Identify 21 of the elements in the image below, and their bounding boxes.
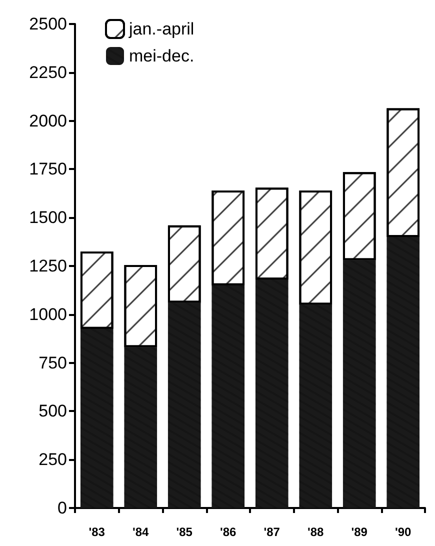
- y-tick-label: 2000: [29, 111, 67, 130]
- legend-label: mei-dec.: [129, 46, 194, 66]
- x-tick-label: '87: [264, 525, 280, 539]
- x-tick-label: '89: [351, 525, 368, 539]
- y-tick-label: 1250: [29, 256, 67, 276]
- x-tick-label: '86: [220, 525, 237, 539]
- y-tick-label: 2500: [29, 14, 67, 34]
- y-tick-label: 250: [38, 450, 67, 470]
- x-tick-label: '90: [395, 525, 412, 539]
- y-tick-label: 1000: [29, 304, 67, 324]
- y-tick-label: 2250: [29, 62, 67, 82]
- x-tick-label: '88: [308, 525, 324, 539]
- x-tick-label: '84: [132, 525, 150, 539]
- legend-label: jan.-april: [128, 20, 194, 38]
- x-tick-label: '83: [88, 525, 106, 539]
- y-tick-label: 750: [38, 353, 67, 372]
- x-tick-label: '85: [176, 525, 193, 539]
- y-tick-label: 1500: [29, 208, 67, 228]
- y-tick-label: 500: [38, 402, 67, 421]
- y-tick-label: 1750: [29, 160, 67, 179]
- y-tick-label: 0: [58, 498, 67, 518]
